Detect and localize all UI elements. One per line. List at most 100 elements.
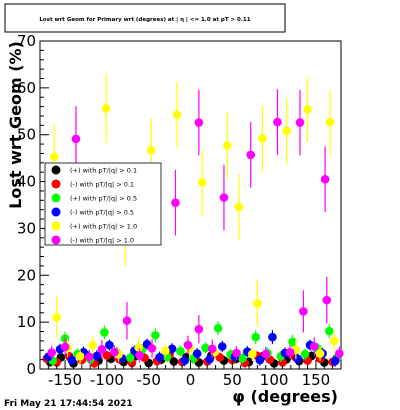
axes: 0 10 20 30 40 50 60 70 -150 -100 -50 0 50 100 150: [17, 32, 334, 389]
data-point-s4-p23: [315, 349, 325, 358]
data-point-s5-p6: [122, 316, 132, 326]
data-point-s3-p12: [192, 349, 202, 358]
data-point-s4-p18: [253, 299, 262, 308]
legend-label-3: (-) with pT/|q| > 0.5: [70, 208, 134, 216]
data-point-s2-p22: [324, 326, 334, 336]
data-point-s4-p15: [222, 141, 232, 150]
y-tick-label: 40: [17, 173, 36, 191]
data-point-s0-p10: [169, 357, 179, 366]
data-point-s4-p3: [75, 352, 85, 361]
data-point-s4-p1: [52, 313, 62, 322]
x-axis-label: φ (degrees): [232, 387, 338, 406]
timestamp: Fri May 21 17:44:54 2021: [4, 399, 133, 409]
data-point-s2-p12: [201, 343, 210, 353]
data-point-s5-p21: [299, 307, 308, 316]
data-point-s4-p4: [88, 340, 97, 350]
legend-marker-5: [51, 235, 61, 245]
x-tick-label: 50: [223, 371, 242, 389]
x-tick-label: -100: [90, 371, 124, 389]
legend-label-4: (+) with pT/|q| > 1.0: [70, 222, 137, 230]
x-tick-label: -50: [136, 371, 161, 389]
data-point-s4-p5: [101, 104, 111, 113]
data-point-s3-p9: [155, 352, 164, 362]
legend-label-5: (-) with pT/|q| > 1.0: [70, 236, 134, 244]
data-point-s4-p22: [303, 105, 312, 114]
legend-label-1: (-) with pT/|q| > 0.1: [70, 180, 134, 188]
data-point-s5-p2: [71, 134, 81, 144]
data-point-s5-p4: [97, 345, 107, 354]
data-point-s5-p24: [322, 295, 332, 305]
data-point-s2-p13: [213, 323, 223, 333]
data-point-s5-p7: [135, 351, 144, 360]
x-tick-label: -150: [48, 371, 82, 389]
data-point-s4-p20: [282, 126, 291, 136]
x-tick-label: 0: [186, 371, 196, 389]
data-point-s4-p10: [161, 346, 170, 356]
legend-box: [44, 162, 162, 246]
data-point-s4-p24: [325, 117, 335, 127]
data-point-s4-p11: [172, 110, 182, 119]
data-point-s2-p20: [300, 349, 310, 359]
data-point-s5-p19: [285, 347, 295, 357]
data-point-s5-p15: [232, 348, 241, 358]
data-point-s3-p20: [293, 354, 302, 363]
data-point-s5-p0: [47, 348, 57, 357]
legend-marker-4: [51, 221, 61, 231]
legend-marker-0: [51, 165, 61, 175]
data-point-s3-p14: [217, 342, 227, 351]
data-point-s4-p19: [258, 134, 267, 143]
data-point-s3-p2: [67, 355, 77, 365]
x-tick-label: 100: [260, 371, 289, 389]
legend-marker-2: [51, 193, 61, 203]
data-point-s1-p5: [102, 351, 112, 360]
data-point-s2-p10: [176, 346, 185, 356]
data-point-s5-p22: [309, 342, 319, 351]
x-tick-label: 150: [302, 371, 331, 389]
y-tick-label: 60: [17, 79, 36, 97]
data-point-s5-p10: [183, 340, 193, 350]
data-point-s4-p16: [234, 202, 244, 212]
data-point-s3-p23: [330, 356, 340, 366]
data-point-s3-p10: [167, 344, 177, 354]
data-point-s5-p16: [246, 150, 255, 160]
data-point-s5-p13: [207, 344, 217, 354]
data-point-s5-p9: [171, 198, 180, 207]
data-point-s4-p8: [134, 343, 143, 352]
y-tick-label: 30: [17, 219, 36, 237]
data-point-s5-p11: [194, 118, 204, 127]
y-tick-label: 50: [17, 126, 36, 144]
data-marks: [42, 73, 344, 369]
data-point-s5-p14: [219, 193, 229, 202]
y-tick-label: 70: [17, 32, 36, 50]
data-point-s5-p8: [147, 344, 157, 353]
data-point-s5-p5: [110, 347, 119, 357]
legend: (+) with pT/|q| > 0.1 (-) with pT/|q| > 0…: [44, 162, 162, 246]
data-point-s5-p12: [194, 324, 204, 334]
data-point-s4-p0: [49, 152, 59, 162]
data-point-s3-p18: [268, 332, 277, 342]
data-point-s4-p17: [248, 349, 257, 359]
data-point-s3-p5: [105, 340, 114, 350]
data-point-s5-p1: [60, 342, 70, 352]
legend-marker-3: [51, 207, 61, 217]
legend-label-2: (+) with pT/|q| > 0.5: [70, 194, 137, 202]
data-point-s2-p4: [100, 328, 109, 337]
data-point-s5-p23: [320, 174, 330, 184]
data-point-s5-p20: [295, 118, 305, 127]
chart-title: Lost wrt Geom for Primary wrt (degrees) …: [39, 17, 250, 23]
data-point-s2-p8: [151, 330, 160, 340]
data-point-s5-p18: [273, 117, 282, 127]
y-axis-label: Lost wrt Geom (%): [6, 41, 25, 209]
data-point-s2-p19: [288, 337, 297, 347]
data-point-s5-p3: [85, 352, 94, 362]
data-point-s5-p25: [335, 349, 344, 358]
data-point-s3-p4: [92, 351, 102, 361]
y-tick-label: 0: [26, 360, 36, 378]
data-point-s4-p13: [197, 178, 207, 187]
data-point-s4-p25: [330, 336, 339, 346]
title-box: [4, 3, 286, 33]
data-point-s2-p15: [238, 353, 247, 363]
y-tick-label: 20: [17, 266, 36, 284]
data-point-s2-p6: [126, 353, 135, 363]
